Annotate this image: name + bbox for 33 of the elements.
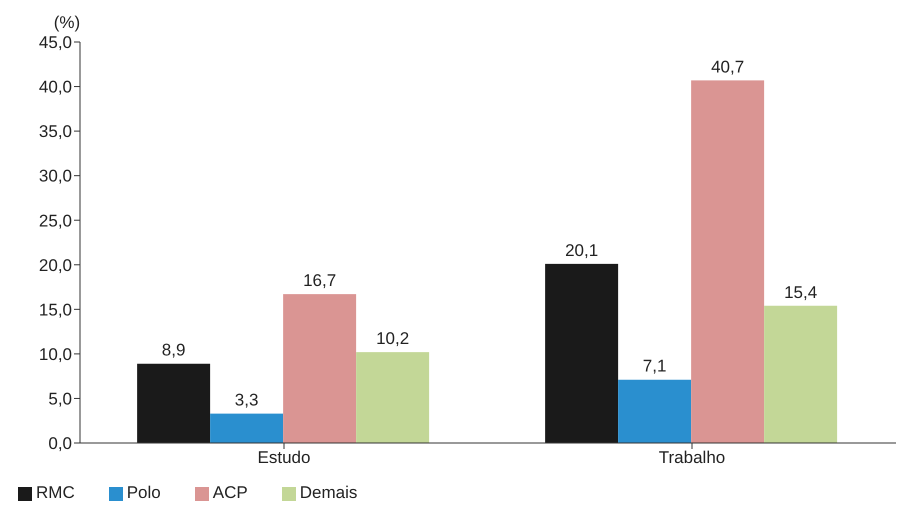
y-tick-label: 40,0 bbox=[38, 78, 72, 97]
y-tick-label: 15,0 bbox=[38, 300, 72, 320]
data-label: 10,2 bbox=[376, 329, 410, 348]
y-axis-title: (%) bbox=[54, 13, 80, 32]
bar bbox=[618, 380, 692, 443]
y-tick-label: 0,0 bbox=[48, 434, 72, 454]
y-tick-label: 10,0 bbox=[38, 344, 72, 364]
y-tick-label: 25,0 bbox=[38, 211, 72, 230]
legend-label: ACP bbox=[212, 483, 248, 502]
y-tick-label: 30,0 bbox=[38, 166, 72, 186]
y-tick-label: 45,0 bbox=[38, 33, 72, 52]
y-tick-label: 20,0 bbox=[38, 256, 72, 275]
data-label: 16,7 bbox=[303, 271, 336, 290]
data-label: 20,1 bbox=[565, 240, 598, 260]
y-tick-label: 5,0 bbox=[48, 389, 72, 408]
bar bbox=[356, 352, 430, 443]
x-tick-label: Trabalho bbox=[658, 448, 726, 468]
bar bbox=[764, 306, 838, 443]
data-label: 3,3 bbox=[234, 390, 258, 410]
y-tick-label: 35,0 bbox=[38, 122, 72, 142]
bar bbox=[137, 364, 210, 443]
data-label: 40,7 bbox=[711, 57, 744, 76]
legend-label: Demais bbox=[300, 483, 358, 502]
data-label: 7,1 bbox=[642, 356, 666, 376]
legend-label: Polo bbox=[126, 483, 161, 502]
data-label: 15,4 bbox=[784, 282, 818, 302]
bar bbox=[691, 80, 764, 443]
legend-label: RMC bbox=[36, 483, 75, 502]
bar bbox=[545, 264, 618, 443]
x-tick-label: Estudo bbox=[258, 448, 310, 468]
bar bbox=[283, 294, 356, 443]
bar bbox=[210, 414, 284, 443]
data-label: 8,9 bbox=[162, 340, 186, 360]
